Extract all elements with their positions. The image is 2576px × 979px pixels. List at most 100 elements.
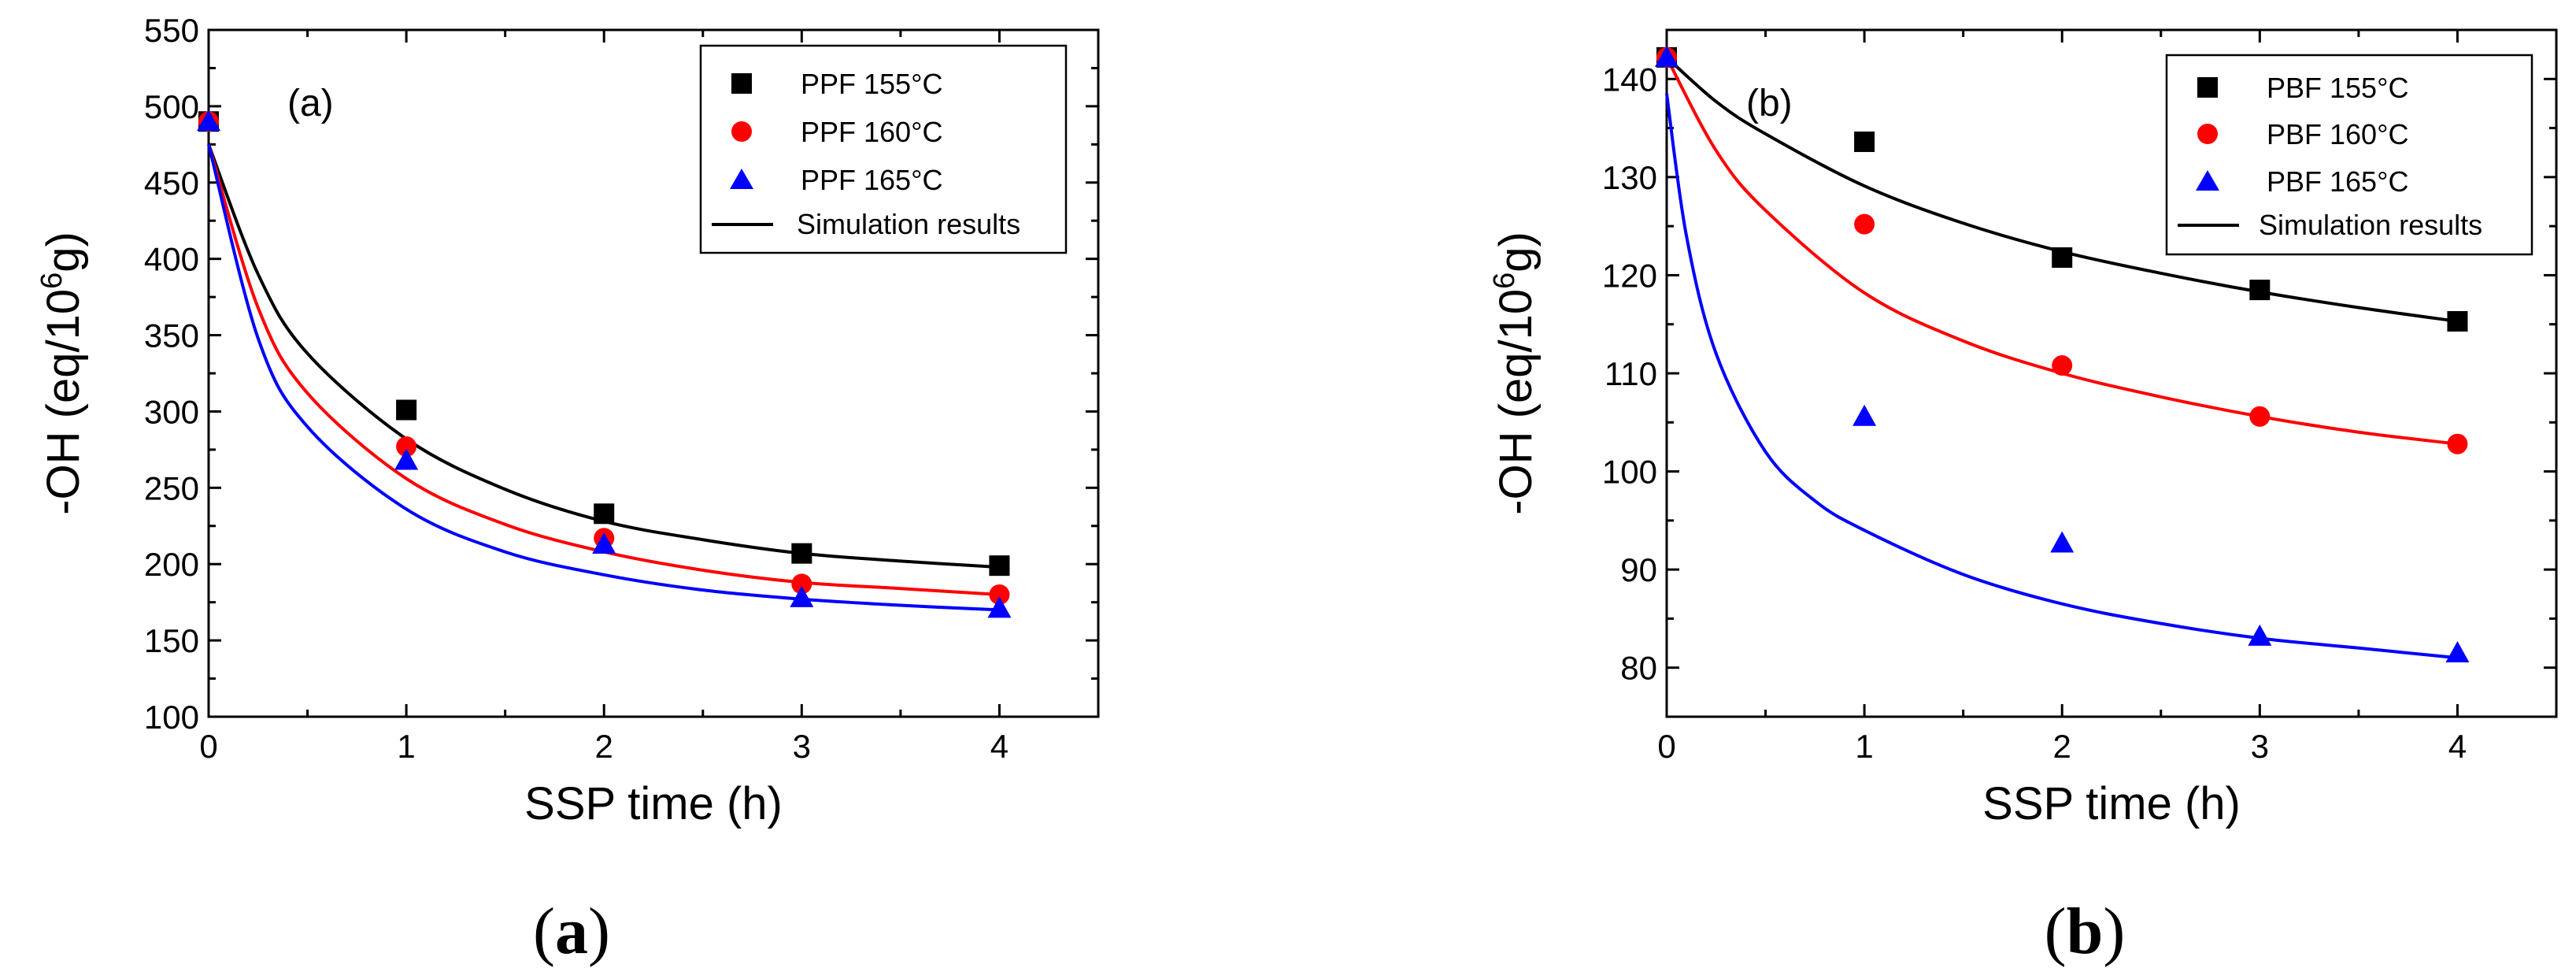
y-axis-title-suffix: g)	[1490, 232, 1542, 273]
legend-marker-triangle	[2196, 170, 2219, 191]
y-tick-label: 100	[1602, 454, 1657, 491]
y-tick-label: 350	[144, 317, 199, 354]
simulation-curves	[207, 143, 1000, 612]
x-axis-title: SSP time (h)	[1982, 778, 2241, 829]
y-ticks	[1667, 28, 2556, 718]
data-point-circle	[989, 584, 1010, 605]
x-ticks	[207, 30, 1100, 717]
data-point-circle	[791, 573, 812, 595]
data-point-triangle	[790, 585, 814, 607]
x-tick-label: 4	[2448, 728, 2467, 765]
y-axis-title-prefix: -OH (eq/10	[38, 289, 89, 515]
panel-caption: (a)	[533, 895, 610, 968]
data-point-square	[594, 503, 615, 525]
y-tick-label: 500	[144, 88, 199, 125]
x-tick-label: 0	[1657, 728, 1675, 765]
data-point-square	[2249, 280, 2271, 301]
legend-marker-square	[2197, 77, 2218, 98]
y-tick-labels: 80 90 100 110 120 130 140	[1602, 61, 1657, 686]
legend: PPF 155°C PPF 160°C PPF 165°C Simulation…	[699, 44, 1068, 254]
data-point-triangle	[987, 596, 1012, 618]
x-tick-label: 0	[199, 728, 217, 765]
y-tick-labels: 100 150 200 250 300 350 400 450 500 550	[144, 12, 199, 736]
legend-label: PBF 165°C	[2267, 165, 2408, 198]
y-ticks	[209, 28, 1098, 718]
panel-caption: (b)	[2045, 895, 2126, 968]
legend-marker-circle	[731, 121, 752, 142]
x-tick-label: 2	[2053, 728, 2071, 765]
data-point-square	[2447, 310, 2468, 332]
x-tick-label: 1	[397, 728, 415, 765]
legend-label: Simulation results	[797, 208, 1020, 240]
y-axis-title-superscript: 6	[35, 273, 68, 289]
data-point-square	[989, 555, 1010, 577]
y-tick-label: 110	[1604, 355, 1657, 392]
data-point-triangle	[2248, 624, 2272, 646]
data-point-triangle	[197, 109, 220, 132]
caption-letter: a	[555, 895, 588, 968]
y-axis-title-suffix: g)	[38, 232, 89, 273]
legend-label: PBF 155°C	[2267, 72, 2408, 104]
legend-marker-triangle	[730, 169, 753, 189]
data-point-triangle	[1655, 45, 1678, 67]
simulation-curve	[207, 143, 1000, 569]
data-point-circle	[2249, 406, 2271, 427]
y-tick-label: 100	[144, 699, 199, 736]
x-tick-label: 3	[793, 728, 811, 765]
data-point-triangle	[394, 448, 419, 470]
caption-letter: b	[2067, 895, 2104, 968]
legend-box	[2165, 54, 2533, 256]
y-axis-title: -OH (eq/106g)	[35, 232, 89, 515]
caption-close-paren: )	[2103, 895, 2125, 968]
legend-marker-square	[731, 73, 752, 94]
data-point-square	[2052, 247, 2073, 269]
y-tick-label: 120	[1602, 257, 1657, 294]
data-point-circle	[1854, 213, 1875, 235]
y-axis-title-superscript: 6	[1488, 273, 1521, 289]
data-point-square	[396, 399, 417, 421]
legend-label: PBF 160°C	[2267, 118, 2408, 150]
y-tick-label: 250	[144, 469, 199, 506]
panel-label: (a)	[287, 83, 334, 124]
simulation-curve	[1665, 93, 2458, 660]
y-tick-label: 450	[144, 165, 199, 202]
simulation-curve	[1665, 56, 2458, 446]
legend-label: PPF 165°C	[801, 164, 942, 196]
data-point-triangle	[592, 532, 616, 554]
y-tick-label: 400	[144, 241, 199, 278]
chart-panel-a: 0 1 2 3 4 100 150 200 250 300 350 400 45…	[35, 12, 1100, 968]
panel-label: (b)	[1746, 83, 1793, 124]
simulation-curve	[207, 143, 1000, 596]
data-markers	[1655, 45, 2470, 663]
x-tick-label: 3	[2251, 728, 2269, 765]
y-tick-label: 200	[144, 546, 199, 583]
legend-label: PPF 155°C	[801, 68, 942, 100]
y-tick-label: 150	[144, 622, 199, 659]
y-tick-label: 90	[1620, 551, 1657, 588]
simulation-curves	[1665, 56, 2458, 660]
data-point-square	[791, 543, 812, 564]
x-tick-label: 1	[1855, 728, 1873, 765]
y-tick-label: 140	[1602, 61, 1657, 98]
data-point-triangle	[1852, 404, 1877, 426]
data-point-circle	[396, 436, 417, 458]
y-tick-label: 80	[1620, 650, 1657, 687]
y-tick-label: 550	[144, 12, 199, 49]
simulation-curve	[207, 143, 1000, 612]
y-axis-title-prefix: -OH (eq/10	[1490, 289, 1542, 515]
chart-panel-b: 0 1 2 3 4 80 90 100 110 120 130 140 (b) …	[1488, 28, 2558, 968]
y-axis-title: -OH (eq/106g)	[1488, 232, 1542, 515]
legend-marker-circle	[2197, 124, 2218, 144]
legend-label: PPF 160°C	[801, 116, 942, 148]
x-tick-labels: 0 1 2 3 4	[199, 728, 1009, 765]
data-point-square	[1854, 132, 1875, 153]
y-tick-label: 300	[144, 393, 199, 430]
x-tick-label: 4	[990, 728, 1009, 765]
simulation-curve	[1665, 56, 2458, 323]
legend-label: Simulation results	[2259, 209, 2482, 241]
legend-box	[699, 44, 1068, 254]
data-point-triangle	[2050, 531, 2074, 553]
caption-open-paren: (	[533, 895, 555, 968]
x-axis-title: SSP time (h)	[524, 778, 783, 829]
